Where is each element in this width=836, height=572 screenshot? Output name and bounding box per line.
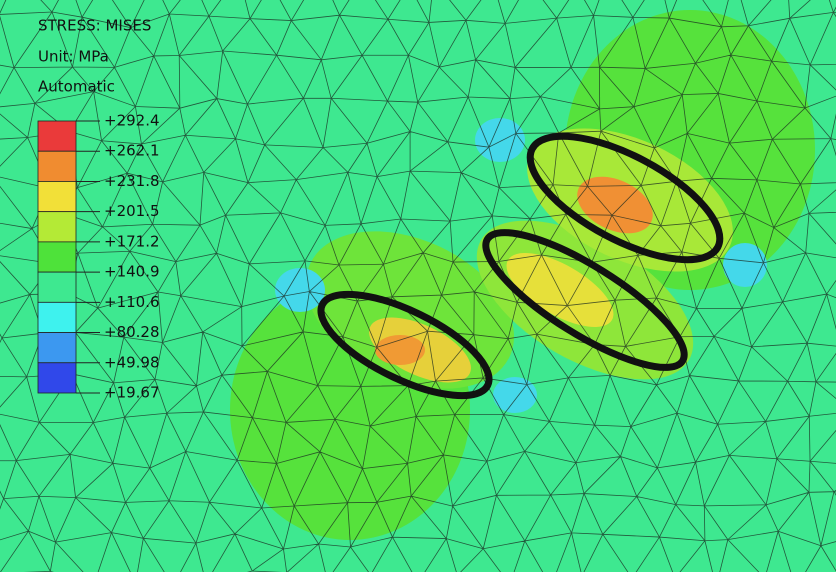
field-zone [275, 268, 325, 312]
legend-band [37, 120, 77, 152]
legend-label: +231.8 [104, 172, 160, 190]
field-zone [723, 243, 767, 287]
legend-label: +262.1 [104, 142, 160, 160]
legend-label: +110.6 [104, 293, 160, 311]
holes [317, 132, 724, 400]
legend: +292.4 +262.1 +231.8 +201.5 +171.2 +140.9 +110… [37, 112, 160, 402]
header-line: Automatic [38, 78, 115, 96]
field-zone [577, 176, 653, 234]
legend-band [37, 271, 77, 303]
legend-band [37, 181, 77, 213]
hole [317, 290, 493, 400]
legend-label: +140.9 [104, 263, 160, 281]
legend-band [37, 211, 77, 243]
legend-label: +80.28 [104, 323, 160, 341]
legend-label: +201.5 [104, 202, 160, 220]
hole [482, 229, 688, 371]
legend-label: +171.2 [104, 232, 160, 250]
legend-label: +292.4 [104, 112, 160, 130]
header-line: STRESS: MISES [38, 17, 151, 35]
header-line: Unit: MPa [38, 48, 109, 66]
legend-band [37, 150, 77, 182]
legend-label: +49.98 [104, 353, 160, 371]
field-zone [475, 118, 525, 162]
legend-band [37, 332, 77, 364]
legend-band [37, 241, 77, 273]
header: STRESS: MISES Unit: MPa Automatic [38, 17, 151, 96]
legend-label: +19.67 [104, 384, 160, 402]
legend-band [37, 301, 77, 333]
field-zone [375, 335, 425, 365]
hole [526, 132, 724, 264]
legend-band [37, 362, 77, 394]
